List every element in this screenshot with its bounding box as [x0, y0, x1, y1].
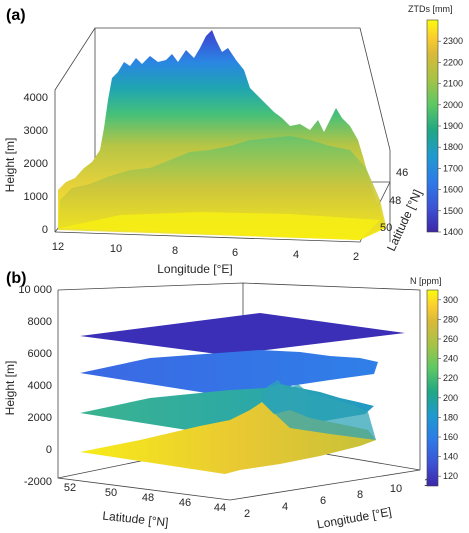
panel-a-x-label: Longitude [°E]: [157, 262, 233, 276]
colorbar-tick-label: 240: [443, 354, 458, 364]
colorbar-tick-label: 140: [443, 452, 458, 462]
colorbar-tick-label: 120: [443, 471, 458, 481]
colorbar-tick-label: 280: [443, 314, 458, 324]
panel-a-z-label: Height [m]: [3, 138, 17, 193]
panel-a-x-tick: 2: [353, 251, 359, 263]
panel-a-y-tick: 46: [396, 167, 408, 179]
colorbar-tick-label: 1600: [443, 185, 463, 195]
panel-b-y-ticks: 52 50 48 46 44: [64, 482, 226, 514]
panel-a-surface: [58, 30, 386, 240]
panel-b-x-label: Longitude [°E]: [316, 505, 393, 532]
panel-b-x-tick: 2: [244, 508, 250, 520]
colorbar-tick-label: 2000: [443, 100, 463, 110]
panel-b-y-tick: 52: [64, 482, 76, 494]
panel-b-x-tick: 10: [390, 483, 402, 495]
panel-a-x-tick: 4: [293, 249, 299, 261]
colorbar-tick-label: 160: [443, 432, 458, 442]
colorbar-tick-label: 220: [443, 373, 458, 383]
panel-a-colorbar-title: ZTDs [mm]: [408, 4, 453, 14]
panel-a-z-tick: 1000: [24, 191, 48, 203]
panel-a-y-tick: 48: [389, 195, 401, 207]
panel-b-z-label: Height [m]: [3, 361, 17, 416]
layer-terrain-overlap: [262, 380, 376, 440]
colorbar-tick-label: 200: [443, 393, 458, 403]
panel-b-z-tick: 2000: [28, 412, 52, 424]
panel-b-y-tick: 46: [179, 497, 191, 509]
panel-a-x-ticks: 12 10 8 6 4 2: [52, 241, 359, 263]
panel-b-y-tick: 48: [142, 492, 154, 504]
colorbar-tick-label: 2300: [443, 36, 463, 46]
panel-a-x-tick: 6: [232, 247, 238, 259]
panel-b-z-tick: 10 000: [18, 284, 52, 296]
panel-label-b: (b): [6, 270, 26, 287]
panel-b-y-tick: 50: [105, 487, 117, 499]
panel-b-z-tick: -2000: [24, 476, 52, 488]
panel-a-z-tick: 2000: [24, 158, 48, 170]
panel-a-y-tick: 50: [380, 222, 392, 234]
colorbar-tick-label: 2100: [443, 79, 463, 89]
panel-a-colorbar: ZTDs [mm] 2300 2200 2100 2000 1900 1800 1700 16…: [408, 4, 463, 237]
panel-a-colorbar-bar: [426, 19, 439, 233]
colorbar-tick-label: 260: [443, 334, 458, 344]
colorbar-tick-label: 300: [443, 295, 458, 305]
colorbar-tick-label: 180: [443, 412, 458, 422]
panel-b-z-tick: 6000: [28, 348, 52, 360]
panel-b-y-tick: 44: [214, 502, 226, 514]
panel-a-x-tick: 10: [110, 243, 122, 255]
panel-b-x-tick: 4: [282, 501, 288, 513]
panel-a-z-tick: 4000: [24, 92, 48, 104]
panel-b-colorbar-bar: [426, 289, 439, 487]
layer-5500m: [80, 350, 378, 396]
panel-a-z-ticks: 4000 3000 2000 1000 0: [24, 92, 48, 236]
colorbar-tick-label: 1900: [443, 121, 463, 131]
colorbar-tick-label: 2200: [443, 57, 463, 67]
panel-b-y-label: Latitude [°N]: [102, 509, 169, 530]
panel-b-z-ticks: 10 000 8000 6000 4000 2000 0 -2000: [18, 284, 52, 488]
colorbar-tick-label: 1700: [443, 163, 463, 173]
panel-a-x-tick: 12: [52, 241, 64, 253]
panel-b-colorbar: N [ppm] 300 280 260 240 220 200 180 160 140 120: [410, 276, 458, 487]
panel-a-x-tick: 8: [172, 245, 178, 257]
colorbar-tick-label: 1400: [443, 227, 463, 237]
layer-8000m: [80, 313, 405, 355]
panel-b-z-tick: 4000: [28, 380, 52, 392]
panel-b-x-tick: 6: [320, 495, 326, 507]
panel-b-z-tick: 8000: [28, 316, 52, 328]
panel-b-layers: [80, 313, 405, 474]
panel-a-y-ticks: 46 48 50: [380, 167, 408, 234]
panel-a-z-tick: 3000: [24, 125, 48, 137]
panel-b-z-tick: 0: [46, 444, 52, 456]
panel-a-z-tick: 0: [42, 224, 48, 236]
colorbar-tick-label: 1800: [443, 142, 463, 152]
panel-b-x-tick: 8: [357, 489, 363, 501]
colorbar-tick-label: 1500: [443, 206, 463, 216]
panel-label-a: (a): [6, 7, 26, 24]
panel-b-colorbar-title: N [ppm]: [410, 276, 442, 286]
